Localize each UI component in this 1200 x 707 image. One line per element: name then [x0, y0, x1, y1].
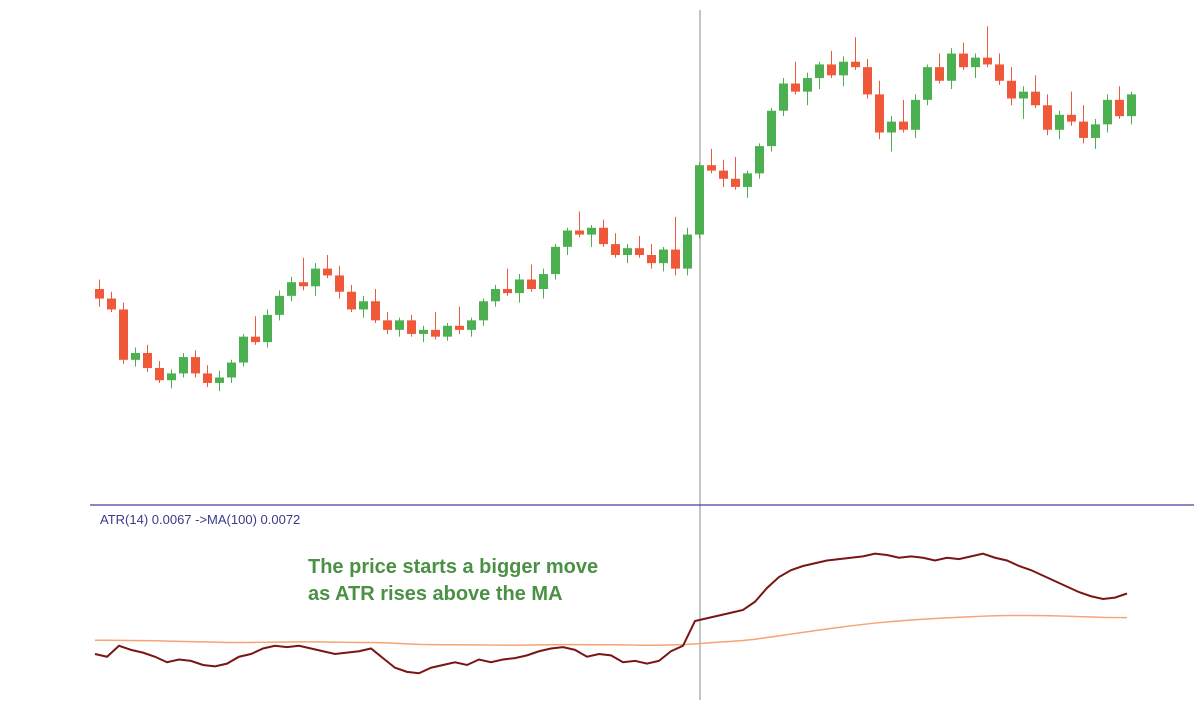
chart-svg	[0, 0, 1200, 702]
annotation-text: The price starts a bigger moveas ATR ris…	[308, 554, 598, 608]
indicator-label: ATR(14) 0.0067 ->MA(100) 0.0072	[100, 512, 300, 527]
chart-container: ATR(14) 0.0067 ->MA(100) 0.0072 The pric…	[0, 0, 1200, 702]
annotation-line-1: The price starts a bigger move	[308, 554, 598, 581]
annotation-line-2: as ATR rises above the MA	[308, 581, 598, 608]
